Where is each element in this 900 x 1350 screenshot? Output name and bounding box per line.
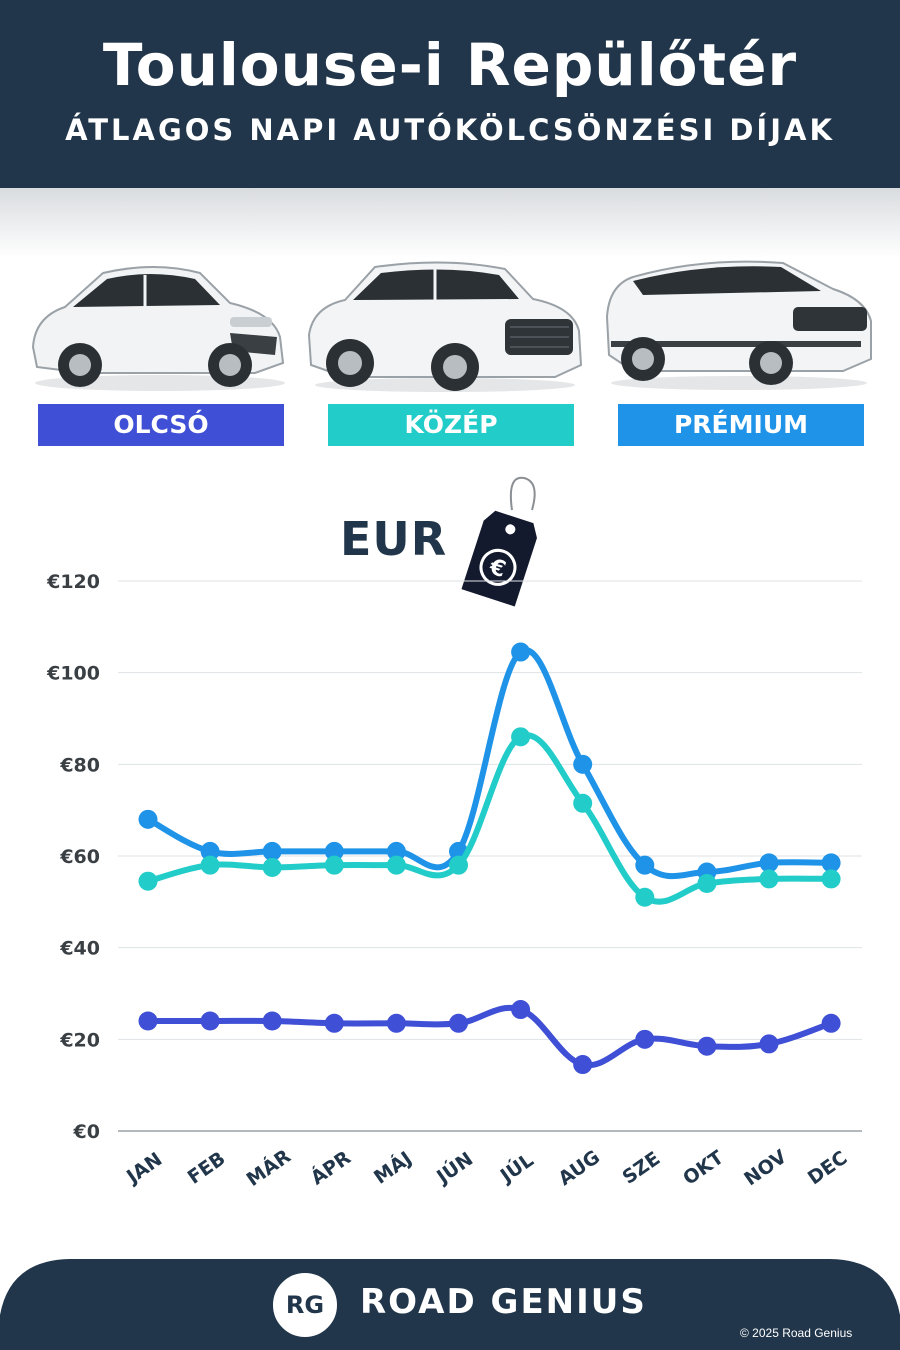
data-point-olcsó xyxy=(635,1029,655,1049)
data-point-olcsó xyxy=(759,1034,779,1054)
x-tick-label: DEC xyxy=(804,1147,852,1190)
category-badge-midsize: KÖZÉP xyxy=(328,404,574,446)
data-point-közép xyxy=(635,887,655,907)
data-point-közép xyxy=(449,855,468,875)
header-shadow xyxy=(0,188,900,258)
y-tick-label: €0 xyxy=(73,1121,100,1143)
x-tick-label: ÁPR xyxy=(306,1146,355,1190)
y-tick-label: €120 xyxy=(46,571,100,593)
y-tick-label: €20 xyxy=(59,1029,100,1051)
data-point-közép xyxy=(697,874,717,893)
series-line-prémium xyxy=(145,647,835,880)
x-tick-label: OKT xyxy=(679,1146,728,1189)
data-point-prémium xyxy=(324,841,344,861)
data-point-olcsó xyxy=(324,1013,344,1033)
x-tick-label: JAN xyxy=(121,1148,166,1189)
data-point-olcsó xyxy=(511,1000,531,1020)
x-tick-label: AUG xyxy=(554,1146,604,1190)
data-point-olcsó xyxy=(386,1013,406,1033)
data-point-prémium xyxy=(759,853,779,873)
data-point-közép xyxy=(200,855,220,875)
category-badge-premium: PRÉMIUM xyxy=(618,404,864,446)
footer-bar xyxy=(0,1259,900,1350)
data-point-közép xyxy=(138,871,158,891)
category-badge-economy: OLCSÓ xyxy=(38,404,284,446)
copyright-text: © 2025 Road Genius xyxy=(740,1326,853,1340)
road-genius-logo: RG xyxy=(273,1273,337,1337)
currency-label: EUR xyxy=(340,512,448,566)
page-title: Toulouse-i Repülőtér xyxy=(102,31,798,99)
x-tick-label: SZE xyxy=(618,1147,664,1188)
data-point-prémium xyxy=(200,841,220,861)
data-point-közép xyxy=(324,855,344,875)
data-point-prémium xyxy=(138,809,158,829)
data-point-prémium xyxy=(386,841,406,861)
data-point-közép xyxy=(573,793,593,813)
x-tick-label: NOV xyxy=(740,1146,791,1191)
series-line-közép xyxy=(145,732,835,905)
series-line-olcsó xyxy=(145,1004,835,1069)
data-point-közép xyxy=(262,857,282,877)
euro-symbol: € xyxy=(485,554,508,583)
data-point-olcsó xyxy=(262,1011,282,1031)
data-point-prémium xyxy=(635,855,655,875)
data-point-prémium xyxy=(262,841,282,861)
line-chart: €0 €20 €40 €60 €80 €100 €120 JAN FEB MÁR ÁPR MÁJ JÚ… xyxy=(46,571,862,1191)
hatchback-car-icon xyxy=(31,266,285,391)
x-tick-label: MÁJ xyxy=(369,1147,416,1189)
price-tag-icon: € xyxy=(461,476,537,607)
data-point-közép xyxy=(759,869,779,889)
data-point-prémium xyxy=(511,642,531,662)
data-point-közép xyxy=(386,855,406,875)
data-point-olcsó xyxy=(200,1011,220,1031)
data-point-olcsó xyxy=(449,1013,468,1033)
suv-car-icon xyxy=(307,261,583,392)
data-point-olcsó xyxy=(573,1055,593,1075)
data-point-közép xyxy=(511,727,531,747)
y-tick-label: €40 xyxy=(59,938,100,960)
y-tick-label: €80 xyxy=(59,754,100,776)
x-tick-label: FEB xyxy=(184,1147,230,1188)
x-tick-label: JÚN xyxy=(430,1146,477,1189)
y-tick-label: €100 xyxy=(46,663,100,685)
data-point-prémium xyxy=(821,853,841,873)
logo-text: RG xyxy=(285,1291,325,1319)
page-subtitle: ÁTLAGOS NAPI AUTÓKÖLCSÖNZÉSI DÍJAK xyxy=(65,113,835,147)
data-point-olcsó xyxy=(821,1013,841,1033)
data-point-prémium xyxy=(573,754,593,774)
header: Toulouse-i Repülőtér ÁTLAGOS NAPI AUTÓKÖ… xyxy=(0,0,900,188)
y-tick-label: €60 xyxy=(59,846,100,868)
luxury-suv-car-icon xyxy=(605,260,872,390)
brand-name: ROAD GENIUS xyxy=(360,1282,647,1322)
x-tick-label: MÁR xyxy=(242,1144,295,1191)
x-tick-label: JÚL xyxy=(494,1148,538,1189)
data-point-olcsó xyxy=(697,1036,717,1056)
data-point-olcsó xyxy=(138,1011,158,1031)
data-point-közép xyxy=(821,869,841,889)
